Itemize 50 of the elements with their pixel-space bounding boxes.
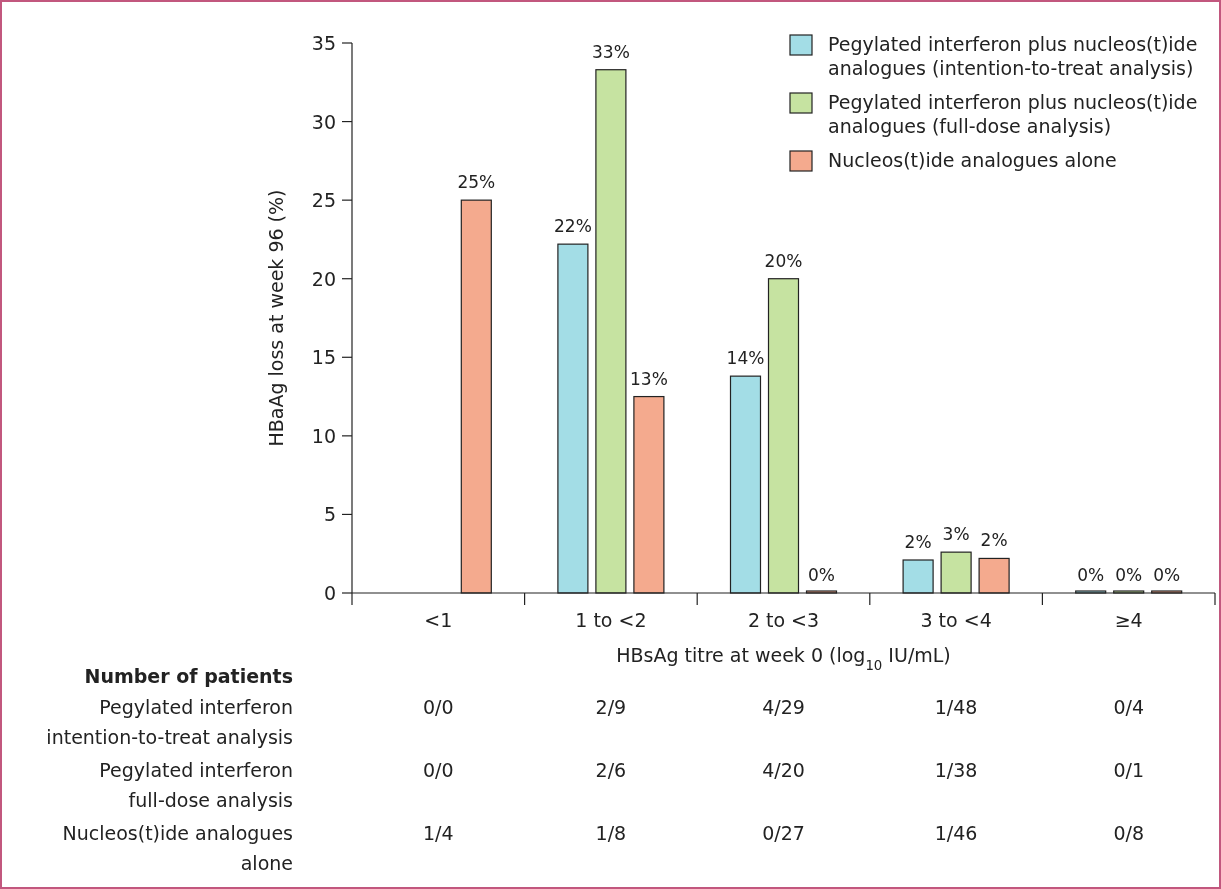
- text: Nucleos(t)ide analogues alone: [62, 822, 293, 874]
- data-label: 0%: [808, 565, 835, 585]
- data-label: 20%: [764, 250, 803, 271]
- legend-label: Nucleos(t)ide analogues alone: [828, 149, 1117, 171]
- data-label: 33%: [592, 41, 630, 62]
- text: 0/4: [1113, 696, 1144, 718]
- x-tick-label: 3 to <4: [920, 609, 992, 631]
- text: 1/46: [934, 822, 978, 844]
- y-tick-label: 25: [311, 189, 336, 212]
- text: 2/9: [595, 696, 627, 718]
- data-label: 0%: [1153, 565, 1181, 585]
- text: 1/38: [934, 759, 978, 781]
- data-label: 3%: [942, 524, 970, 545]
- y-axis-title: HBaAg loss at week 96 (%): [265, 189, 287, 447]
- text: 1/48: [934, 696, 978, 718]
- text: 1/4: [423, 822, 454, 844]
- data-label: 25%: [457, 172, 496, 193]
- text: 1/8: [595, 822, 627, 844]
- data-label: 14%: [726, 348, 765, 369]
- y-tick-label: 30: [311, 110, 336, 133]
- y-tick-label: 20: [311, 267, 336, 290]
- data-label: 2%: [980, 530, 1008, 551]
- data-label: 0%: [1077, 565, 1105, 585]
- data-label: 22%: [554, 216, 592, 237]
- x-axis-title: HBsAg titre at week 0 (log$_{10}$ IU/mL): [616, 644, 951, 673]
- text: Pegylated interferon intention-to-treat analysis: [46, 696, 293, 748]
- text: Number of patients: [84, 665, 293, 687]
- text: 0/8: [1113, 822, 1144, 844]
- y-tick-label: 15: [311, 346, 336, 369]
- text: 4/20: [762, 759, 805, 781]
- x-tick-label: 1 to <2: [575, 609, 647, 631]
- y-tick-label: 5: [323, 503, 336, 526]
- text: 0/0: [423, 759, 454, 781]
- text: 4/29: [762, 696, 805, 718]
- x-tick-label: <1: [424, 609, 453, 631]
- y-tick-label: 10: [311, 424, 336, 447]
- data-label: 2%: [904, 532, 932, 552]
- legend-label: Pegylated interferon plus nucleos(t)ide analogues (full-dose analysis): [828, 91, 1198, 137]
- y-tick-label: 35: [311, 32, 336, 54]
- text: 0/27: [762, 822, 805, 844]
- y-tick-label: 0: [323, 582, 336, 604]
- legend-label: Pegylated interferon plus nucleos(t)ide analogues (intention-to-treat analysis): [828, 33, 1198, 79]
- text: 0/1: [1113, 759, 1144, 781]
- data-label: 13%: [630, 368, 668, 389]
- text: 2/6: [595, 759, 627, 781]
- text: Pegylated interferon full-dose analysis: [99, 759, 293, 811]
- data-label: 0%: [1115, 565, 1143, 585]
- x-tick-label: 2 to <3: [747, 609, 820, 631]
- text: 0/0: [423, 696, 454, 718]
- x-tick-label: ≥4: [1114, 609, 1143, 631]
